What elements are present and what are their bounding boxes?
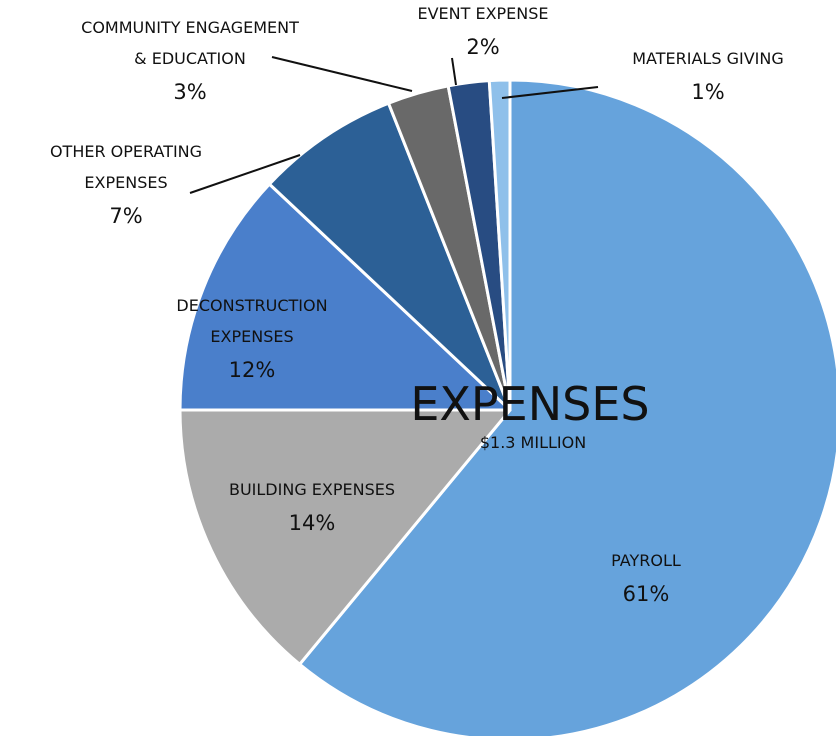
- leader-line: [451, 57, 457, 86]
- slice-label-name: EVENT EXPENSE: [417, 4, 548, 23]
- slice-label-name: OTHER OPERATING: [50, 142, 202, 161]
- slice-label-name: BUILDING EXPENSES: [229, 480, 395, 499]
- chart-subtitle: $1.3 MILLION: [480, 433, 586, 452]
- slice-label-name: EXPENSES: [210, 327, 293, 346]
- leader-line: [271, 56, 413, 92]
- leader-line: [189, 154, 301, 194]
- slice-label-name: COMMUNITY ENGAGEMENT: [81, 18, 299, 37]
- slice-labels: PAYROLL 61% BUILDING EXPENSES 14% DECONSTRUC…: [50, 4, 784, 606]
- slice-label-percent: 12%: [229, 358, 276, 382]
- slice-label-percent: 1%: [691, 80, 724, 104]
- pie-slice-materials-giving: [487, 78, 512, 412]
- leader-lines: [189, 56, 599, 194]
- pie-slice-building-expenses: [178, 408, 512, 666]
- slice-label-name: DECONSTRUCTION: [176, 296, 327, 315]
- pie-slices: [178, 78, 836, 740]
- slice-label-percent: 7%: [109, 204, 142, 228]
- slice-label-name: EXPENSES: [84, 173, 167, 192]
- slice-label-percent: 61%: [623, 582, 670, 606]
- slice-label-name: MATERIALS GIVING: [632, 49, 783, 68]
- slice-label-percent: 2%: [466, 35, 499, 59]
- pie-slice-deconstruction-expenses: [178, 182, 512, 412]
- chart-title: EXPENSES: [410, 377, 649, 431]
- slice-label-percent: 14%: [289, 511, 336, 535]
- slice-label-percent: 3%: [173, 80, 206, 104]
- center-label: EXPENSES $1.3 MILLION: [410, 377, 649, 452]
- pie-slice-other-operating-expenses: [267, 101, 512, 412]
- leader-line: [501, 86, 599, 99]
- slice-label-name: PAYROLL: [611, 551, 681, 570]
- slice-label-name: & EDUCATION: [134, 49, 246, 68]
